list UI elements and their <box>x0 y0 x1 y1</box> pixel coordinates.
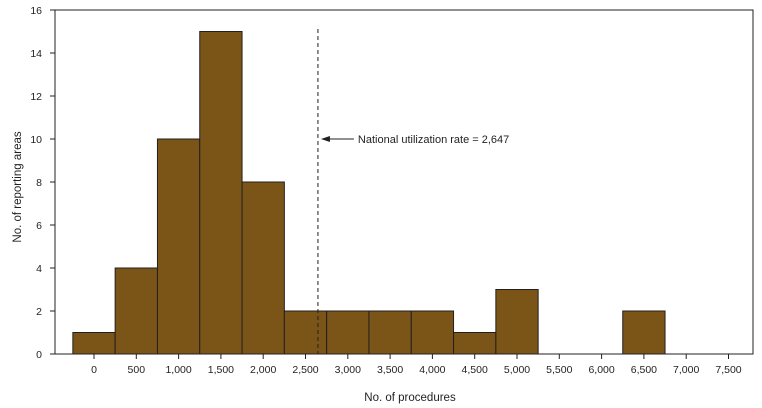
x-tick-label: 500 <box>128 364 146 376</box>
x-tick-label: 3,000 <box>335 364 361 376</box>
x-tick-label: 1,500 <box>208 364 234 376</box>
y-axis: 0 2 4 6 8 10 12 14 16 <box>30 5 55 361</box>
histogram-bar <box>283 310 328 355</box>
histogram-bar <box>114 267 158 355</box>
x-tick-label: 6,000 <box>588 364 614 376</box>
histogram-bar <box>495 289 539 355</box>
x-tick-label: 1,000 <box>165 364 191 376</box>
x-tick-label: 3,500 <box>377 364 403 376</box>
y-tick-label: 12 <box>30 91 42 103</box>
x-tick-label: 7,500 <box>715 364 741 376</box>
histogram-bar <box>199 31 243 355</box>
x-tick-label: 0 <box>91 364 97 376</box>
x-tick-label: 2,000 <box>250 364 276 376</box>
histogram-bar <box>368 310 412 355</box>
reference-line-label: National utilization rate = 2,647 <box>358 134 509 146</box>
y-axis-title: No. of reporting areas <box>12 131 24 242</box>
arrow-left-icon <box>320 136 330 142</box>
x-tick-label: 4,000 <box>419 364 445 376</box>
x-tick-label: 4,500 <box>462 364 488 376</box>
histogram-bars <box>72 31 666 355</box>
x-tick-label: 5,000 <box>504 364 530 376</box>
histogram-bar <box>453 332 497 355</box>
x-tick-label: 6,500 <box>631 364 657 376</box>
x-axis: 0 500 1,000 1,500 2,000 2,500 3,000 3,500 4,000 4… <box>91 354 742 376</box>
y-tick-label: 14 <box>30 48 42 60</box>
y-tick-label: 16 <box>30 5 42 17</box>
y-tick-label: 10 <box>30 134 42 146</box>
y-tick-label: 2 <box>36 306 42 318</box>
y-tick-label: 6 <box>36 220 42 232</box>
histogram-bar <box>410 310 455 355</box>
y-tick-label: 4 <box>36 263 42 275</box>
x-axis-title: No. of procedures <box>364 392 456 404</box>
x-tick-label: 7,000 <box>673 364 699 376</box>
histogram-bar <box>241 181 285 355</box>
x-tick-label: 5,500 <box>546 364 572 376</box>
histogram-bar <box>72 332 116 355</box>
histogram-bar <box>622 310 666 355</box>
histogram-bar <box>156 138 201 355</box>
y-tick-label: 8 <box>36 177 42 189</box>
x-tick-label: 2,500 <box>292 364 318 376</box>
reference-annotation: National utilization rate = 2,647 <box>320 134 509 146</box>
y-tick-label: 0 <box>36 349 42 361</box>
histogram-bar <box>326 310 370 355</box>
